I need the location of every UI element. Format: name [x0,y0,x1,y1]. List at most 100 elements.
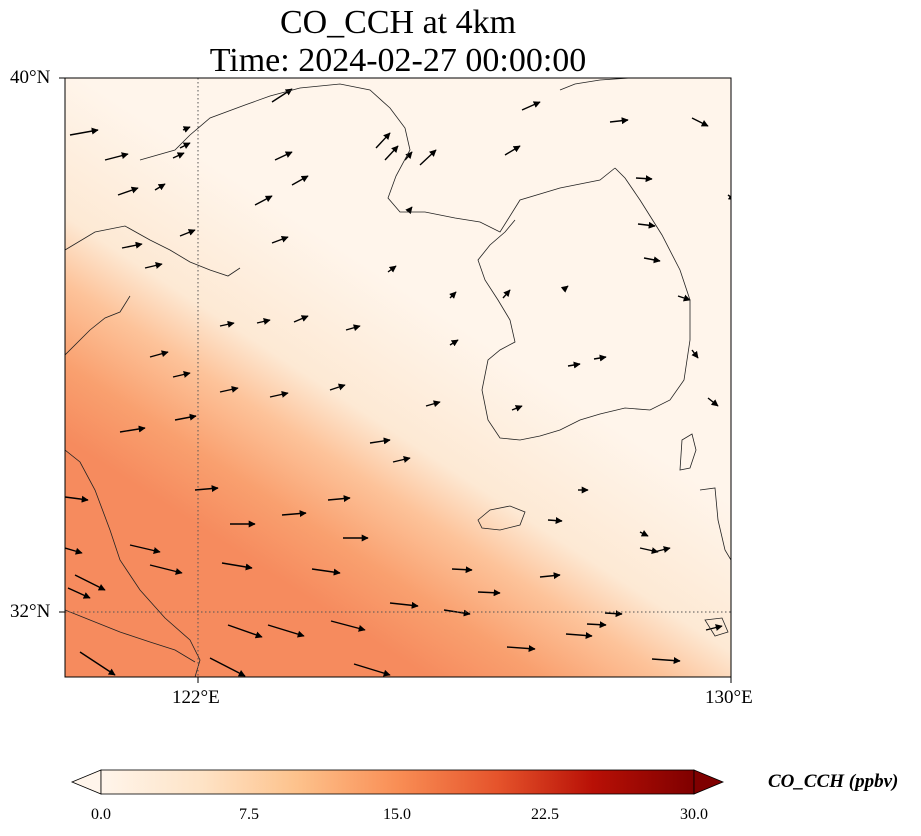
wind-arrow [521,101,541,111]
colorbar-tick-30: 30.0 [680,806,708,823]
wind-arrow [387,265,397,273]
coastlines [65,78,731,677]
wind-arrow [179,142,191,149]
wind-arrow [291,175,309,186]
colorbar-tick-0: 0.0 [91,806,111,823]
wind-arrow [539,572,561,580]
wind-arrow [271,235,289,244]
wind-arrow [254,195,273,206]
wind-arrow [104,152,129,161]
wind-arrow [609,117,629,125]
wind-arrow [637,221,656,229]
wind-arrow [69,127,99,136]
lon-tick-label-122e: 122°E [172,687,220,708]
wind-arrow [65,547,83,555]
wind-arrow [449,339,459,347]
plot-title-line2: Time: 2024-02-27 00:00:00 [209,42,587,79]
colorbar [100,769,695,795]
wind-arrow [504,145,521,156]
wind-arrow [179,229,196,237]
wind-arrow [425,400,441,408]
colorbar-extend-min [70,769,102,795]
wind-arrow [560,285,569,293]
plot-title-line1: CO_CCH at 4km [279,4,517,41]
wind-arrow [182,126,191,133]
wind-arrow [502,289,511,299]
wind-arrow [79,651,116,676]
wind-arrow [281,510,307,518]
colorbar-tick-15: 15.0 [383,806,411,823]
wind-arrow [327,495,351,503]
wind-arrow [67,587,91,599]
wind-arrow [330,620,366,632]
wind-arrow [635,175,653,183]
wind-arrow [691,117,709,127]
wind-arrow [345,324,361,332]
wind-arrow [154,183,166,191]
wind-arrow [119,425,146,433]
wind-arrow [593,354,607,362]
wind-arrow [705,624,723,631]
wind-arrow [174,413,197,421]
wind-arrow [172,371,191,378]
wind-vectors [65,88,731,677]
wind-arrow [565,632,593,640]
wind-arrow [369,437,391,445]
wind-arrow [389,601,419,609]
lat-tick-label-40n: 40°N [10,67,51,88]
wind-arrow [269,390,289,398]
map-frame [64,77,732,678]
lat-tick-label-32n: 32°N [10,601,51,622]
wind-arrow [451,566,473,574]
wind-arrow [506,645,536,653]
colorbar-label: CO_CCH (ppbv) [768,771,899,792]
wind-arrow [117,186,139,196]
wind-arrow [419,149,437,166]
wind-arrow [311,568,341,576]
wind-arrow [586,621,607,629]
wind-arrow [604,610,623,618]
concentration-field [65,78,731,677]
wind-arrow [384,145,399,161]
wind-arrow [329,383,346,391]
wind-arrow [74,574,106,591]
wind-arrow [221,562,253,571]
wind-arrow [293,315,309,323]
wind-arrow [651,657,681,665]
wind-arrow [639,530,649,537]
wind-arrow [643,256,661,264]
wind-arrow [194,485,219,493]
wind-arrow [219,320,235,328]
wind-arrow [477,589,501,597]
wind-arrow [691,349,699,359]
colorbar-tick-7.5: 7.5 [239,806,259,823]
wind-arrow [727,193,731,201]
wind-arrow [209,657,246,677]
wind-arrow [121,241,143,249]
colorbar-extend-max [693,769,725,795]
wind-arrow [227,624,263,639]
wind-arrow [219,385,239,393]
wind-arrow [567,361,581,369]
wind-arrow [172,152,185,159]
wind-arrow [707,397,719,407]
wind-arrow [404,151,413,161]
colorbar-tick-22.5: 22.5 [531,806,559,823]
wind-arrow [129,544,161,554]
wind-arrow [149,564,183,575]
wind-arrow [677,294,691,302]
wind-arrow [392,456,411,463]
wind-arrow [149,350,169,358]
wind-arrow [256,318,271,325]
wind-arrow [405,206,413,215]
wind-arrow [547,517,563,525]
wind-arrow [274,151,293,161]
wind-arrow [267,624,305,638]
wind-arrow [65,495,89,503]
wind-arrow [653,546,671,553]
lon-tick-label-130e: 130°E [705,687,753,708]
wind-arrow [511,405,523,412]
wind-arrow [144,262,163,269]
wind-arrow [449,291,457,299]
